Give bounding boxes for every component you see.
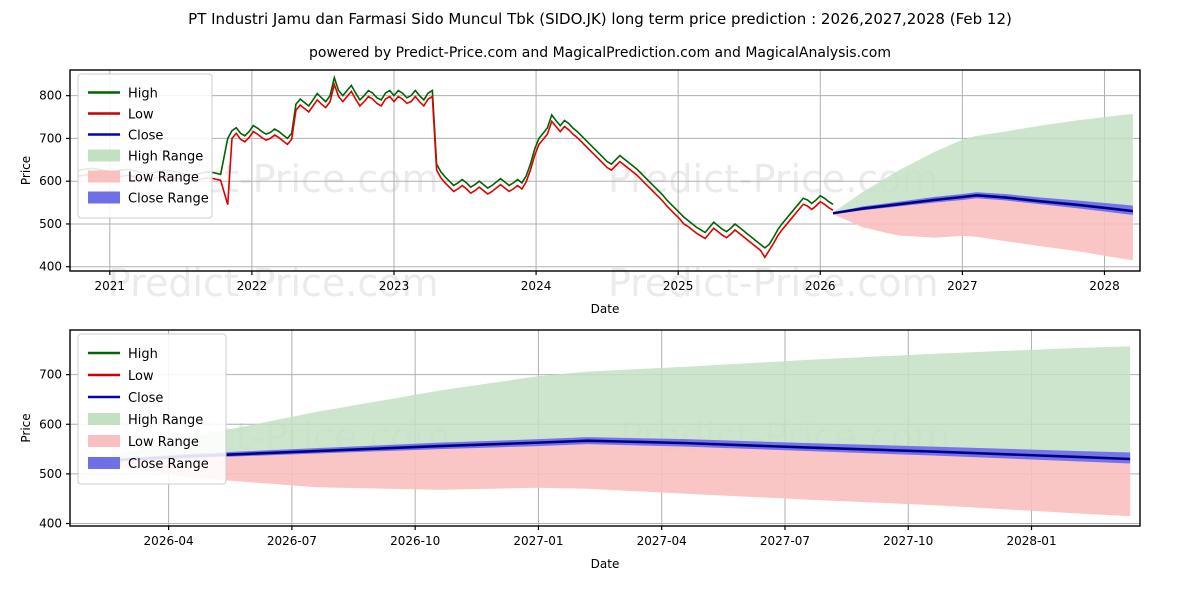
svg-text:600: 600 bbox=[39, 417, 62, 431]
bottom-chart-panel: Predict-Price.comPredict-Price.com400500… bbox=[0, 322, 1200, 600]
page-title: PT Industri Jamu dan Farmasi Sido Muncul… bbox=[188, 10, 1012, 28]
svg-text:2022: 2022 bbox=[237, 279, 268, 293]
low-range-band bbox=[833, 195, 1133, 261]
chart-legend: High Low Close High Range Low Range Close Ran… bbox=[77, 333, 227, 485]
watermark: Predict-Price.com Predict-Price.comPredic… bbox=[108, 157, 939, 305]
close-line bbox=[89, 439, 1131, 463]
svg-text:400: 400 bbox=[39, 260, 62, 274]
plot-frame bbox=[69, 329, 1141, 527]
svg-text:2023: 2023 bbox=[379, 279, 410, 293]
svg-text:700: 700 bbox=[39, 131, 62, 145]
x-axis-label: Date bbox=[591, 302, 620, 316]
legend-label: Low bbox=[128, 369, 154, 384]
y-axis-label: Price bbox=[19, 156, 33, 185]
x-axis-label: Date bbox=[591, 557, 620, 571]
axes: 400 500 600 700 800 2021 2022 2023 2024 2025 2026 2… bbox=[39, 89, 1120, 293]
legend-swatch-band bbox=[88, 149, 120, 162]
svg-text:500: 500 bbox=[39, 467, 62, 481]
legend-swatch-band bbox=[88, 170, 120, 183]
svg-text:2024: 2024 bbox=[521, 279, 552, 293]
legend-label: Close Range bbox=[128, 457, 209, 472]
svg-text:600: 600 bbox=[39, 174, 62, 188]
svg-text:500: 500 bbox=[39, 217, 62, 231]
axes: 400 500 600 700 2026-04 2026-07 2026-10 2027-01… bbox=[39, 368, 1056, 548]
svg-text:400: 400 bbox=[39, 517, 62, 531]
svg-text:700: 700 bbox=[39, 368, 62, 382]
svg-text:2026-10: 2026-10 bbox=[390, 534, 440, 548]
history-high-line bbox=[78, 74, 834, 249]
legend-label: Close bbox=[128, 391, 163, 406]
svg-text:2028-01: 2028-01 bbox=[1006, 534, 1056, 548]
low-range-band bbox=[89, 440, 1131, 517]
legend-swatch-band bbox=[88, 191, 120, 204]
top-chart-panel: Predict-Price.com Predict-Price.com Predic… bbox=[0, 62, 1200, 317]
legend-swatch-band bbox=[88, 435, 120, 447]
top-chart-svg: Predict-Price.com Predict-Price.comPredic… bbox=[19, 69, 1141, 316]
svg-text:Predict-Price.com: Predict-Price.com bbox=[608, 261, 939, 305]
svg-text:800: 800 bbox=[39, 89, 62, 103]
svg-text:2028: 2028 bbox=[1089, 279, 1120, 293]
page-subtitle: powered by Predict-Price.com and Magical… bbox=[309, 45, 891, 61]
svg-text:2025: 2025 bbox=[663, 279, 694, 293]
svg-text:2026: 2026 bbox=[805, 279, 836, 293]
high-range-band bbox=[833, 114, 1133, 214]
y-axis-label: Price bbox=[19, 413, 33, 442]
plot-frame bbox=[69, 69, 1141, 272]
svg-text:2027-10: 2027-10 bbox=[883, 534, 933, 548]
svg-text:2027-07: 2027-07 bbox=[760, 534, 810, 548]
legend-label: High bbox=[128, 87, 158, 102]
history-low-line bbox=[78, 81, 834, 259]
svg-text:2026-04: 2026-04 bbox=[144, 534, 194, 548]
legend-label: High Range bbox=[128, 150, 203, 165]
legend-label: Low bbox=[128, 108, 154, 123]
legend-label: Close bbox=[128, 129, 163, 144]
svg-text:2027: 2027 bbox=[947, 279, 978, 293]
chart-legend: High Low Close High Range Low Range Close Ran… bbox=[77, 73, 213, 219]
legend-label: Close Range bbox=[128, 192, 209, 207]
svg-text:2027-04: 2027-04 bbox=[637, 534, 687, 548]
svg-text:2021: 2021 bbox=[95, 279, 126, 293]
legend-swatch-band bbox=[88, 413, 120, 425]
legend-label: Low Range bbox=[128, 171, 199, 186]
bottom-chart-svg: Predict-Price.comPredict-Price.com400500… bbox=[19, 329, 1141, 571]
svg-text:2027-01: 2027-01 bbox=[513, 534, 563, 548]
svg-text:2026-07: 2026-07 bbox=[267, 534, 317, 548]
high-range-band bbox=[89, 346, 1131, 462]
legend-label: High bbox=[128, 347, 158, 362]
legend-swatch-band bbox=[88, 457, 120, 469]
svg-text:Predict-Price.com: Predict-Price.com bbox=[108, 261, 439, 305]
legend-label: High Range bbox=[128, 413, 203, 428]
legend-label: Low Range bbox=[128, 435, 199, 450]
close-line bbox=[832, 193, 1134, 215]
